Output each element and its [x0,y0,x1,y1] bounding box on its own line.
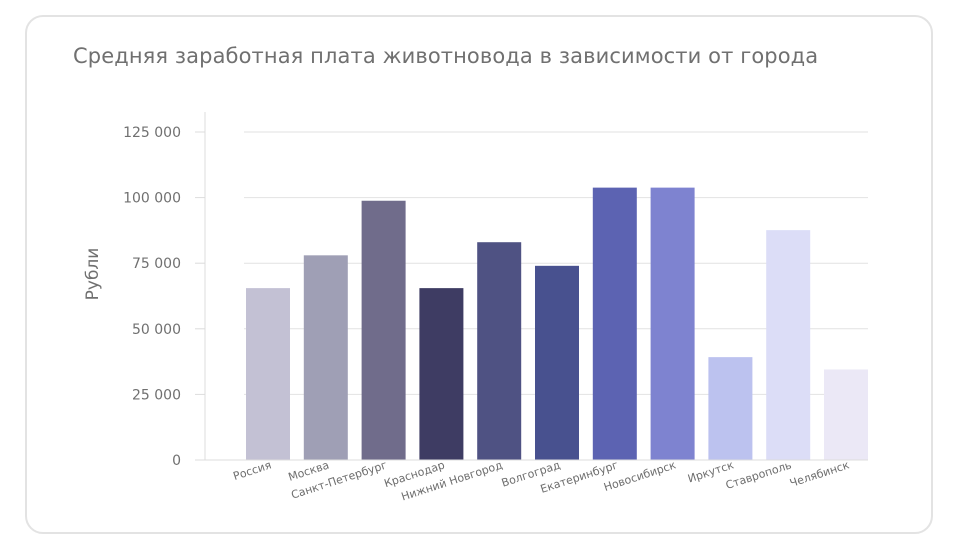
bar-6 [535,265,579,460]
x-tick-label: Челябинск [788,458,851,490]
bar-7 [592,187,637,461]
y-axis-label: Рубли [83,248,103,301]
x-tick-label: Россия [232,458,273,482]
bar-1 [246,288,290,460]
bar-3 [361,200,406,461]
y-tick-label: 100 000 [123,191,181,207]
bar-5 [477,242,522,460]
bar-9 [708,357,753,460]
x-tick-label: Нижний Новгород [400,458,505,503]
y-tick-label: 75 000 [132,256,181,272]
y-tick-label: 25 000 [132,387,181,403]
bar-4 [419,288,464,460]
chart-title: Средняя заработная плата животновода в з… [73,44,819,68]
bar-10 [766,230,811,460]
bar-11 [824,369,868,460]
bar-8 [650,187,695,461]
y-tick-label: 125 000 [123,125,181,141]
x-tick-label: Ставрополь [724,458,793,492]
bar-2 [303,255,348,460]
y-tick-label: 0 [172,453,181,469]
y-tick-label: 50 000 [132,322,181,338]
